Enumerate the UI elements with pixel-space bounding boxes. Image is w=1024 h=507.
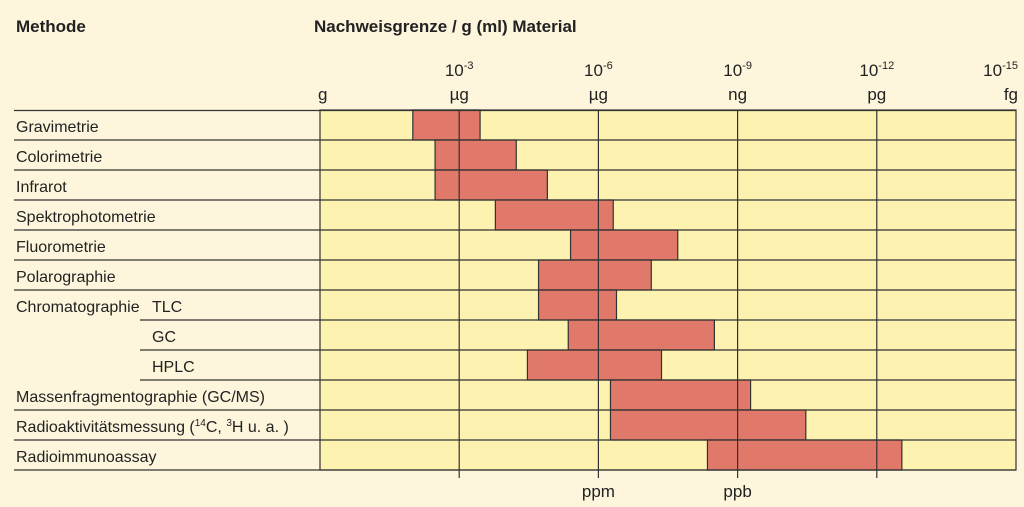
tick-unit-label: fg — [1004, 85, 1018, 104]
method-label: Colorimetrie — [16, 149, 102, 166]
method-label: Fluorometrie — [16, 239, 106, 256]
method-label: Gravimetrie — [16, 119, 99, 136]
tick-unit-label: µg — [589, 85, 608, 104]
range-bar — [494, 199, 614, 231]
method-label: Infrarot — [16, 179, 67, 196]
tick-unit-label: ng — [728, 85, 747, 104]
tick-power-label: 10-3 — [445, 60, 474, 80]
range-bar — [567, 319, 715, 351]
method-sublabel: TLC — [152, 299, 182, 316]
method-label: Radioimmunoassay — [16, 449, 157, 466]
method-label: Radioaktivitätsmessung (14C, 3H u. a. ) — [16, 418, 289, 436]
tick-power-label: 10-9 — [723, 60, 752, 80]
column-header-method: Methode — [16, 17, 86, 36]
range-bar — [537, 289, 618, 321]
bottom-scale-label: ppm — [582, 482, 615, 501]
tick-power-label: 10-15 — [983, 60, 1018, 80]
method-label: Polarographie — [16, 269, 116, 286]
method-label: GC — [152, 329, 176, 346]
range-bar — [609, 409, 807, 441]
method-label: Chromatographie — [16, 299, 140, 316]
range-bar — [434, 139, 517, 171]
range-bar — [569, 229, 679, 261]
range-bar — [434, 169, 548, 201]
tick-unit-label: µg — [450, 85, 469, 104]
tick-power-label: 10-12 — [859, 60, 894, 80]
tick-power-label: 10-6 — [584, 60, 613, 80]
range-bar — [706, 439, 903, 471]
tick-unit-label: pg — [867, 85, 886, 104]
method-label: Spektrophotometrie — [16, 209, 156, 226]
range-bar — [609, 379, 752, 411]
range-bar — [412, 109, 481, 141]
method-label: Massenfragmentographie (GC/MS) — [16, 389, 265, 406]
tick-unit-label: g — [318, 85, 327, 104]
bottom-scale-label: ppb — [723, 482, 751, 501]
method-label: HPLC — [152, 359, 195, 376]
range-bar — [526, 349, 663, 381]
range-bar — [537, 259, 652, 291]
chart-title: Nachweisgrenze / g (ml) Material — [314, 17, 577, 36]
